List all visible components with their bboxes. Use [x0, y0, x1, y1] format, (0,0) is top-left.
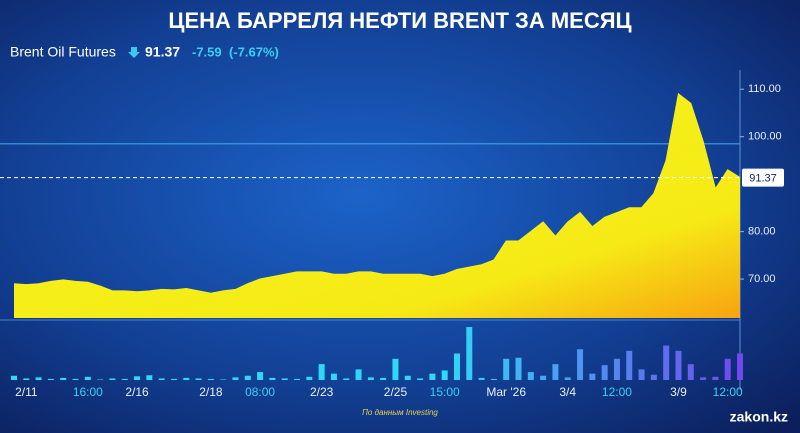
x-tick-label: 3/4 [559, 385, 576, 399]
x-tick-label: 08:00 [245, 385, 275, 399]
volume-bar [109, 378, 116, 380]
volume-bar [318, 364, 325, 380]
x-tick-label: 12:00 [602, 385, 632, 399]
volume-bar [638, 369, 645, 380]
volume-bar [134, 376, 141, 380]
volume-bar [737, 353, 743, 380]
volume-bar [195, 378, 202, 380]
volume-bar [675, 350, 682, 380]
volume-bar [146, 375, 153, 380]
volume-bar [23, 378, 30, 380]
volume-bar [577, 349, 584, 380]
down-arrow [128, 47, 140, 58]
instrument: Brent Oil Futures [10, 44, 116, 60]
volume-bar [417, 378, 424, 380]
y-tick-label: 70.00 [748, 273, 776, 285]
x-tick-label: 2/23 [310, 385, 334, 399]
volume-bar [121, 378, 128, 380]
area [14, 93, 740, 318]
y-tick-label: 110.00 [748, 83, 781, 95]
volume-bar [650, 374, 657, 380]
volume-bar [724, 358, 731, 380]
price: 91.37 [145, 44, 180, 60]
x-tick-label: 15:00 [430, 385, 460, 399]
volume-bar [269, 377, 276, 380]
volume-bar [687, 364, 694, 380]
volume-bar [294, 378, 301, 380]
volume-bar [306, 376, 313, 380]
volume-bar [47, 378, 54, 380]
x-tick-label: 3/9 [670, 385, 687, 399]
last-price-label: 91.37 [749, 173, 777, 185]
volume-bar [281, 378, 288, 380]
volume-bar [429, 373, 436, 380]
brand: zakon.kz [730, 409, 788, 425]
volume-bar [712, 376, 719, 380]
volume-bar [503, 358, 510, 380]
x-tick-label: 2/25 [384, 385, 408, 399]
volume-bar [158, 378, 165, 380]
volume-bar [170, 378, 177, 380]
volume-bar [220, 379, 227, 380]
change-percent: (-7.67%) [229, 44, 279, 59]
volume-bar [441, 370, 448, 380]
volume-bar [232, 377, 239, 380]
x-tick-label: 2/16 [125, 385, 149, 399]
x-tick-label: 2/11 [15, 385, 38, 399]
volume-bar [700, 377, 707, 380]
volume-bar [453, 353, 460, 380]
source: По данным Investing [362, 408, 438, 417]
y-tick-label: 100.00 [748, 131, 782, 143]
change: -7.59 [192, 44, 222, 59]
volume-bar [367, 377, 374, 380]
volume-bar [60, 377, 67, 380]
volume-bar [343, 378, 350, 380]
volume-bar [515, 357, 522, 380]
volume-bar [207, 378, 214, 380]
volume-bar [244, 375, 251, 380]
volume-bar [355, 369, 362, 380]
volume-bar [564, 377, 571, 380]
volume-bar [35, 377, 42, 380]
volume-bar [478, 377, 485, 380]
volume-bar [490, 378, 497, 380]
volume-bar [330, 373, 337, 380]
volume-bar [466, 327, 473, 380]
x-tick-label: 2/18 [199, 385, 223, 399]
x-tick-label: 16:00 [73, 385, 103, 399]
volume-bar [601, 365, 608, 380]
y-tick-label: 80.00 [748, 226, 776, 238]
volume-bar [380, 377, 387, 380]
x-tick-label: 12:00 [713, 385, 743, 399]
volume-bar [11, 375, 17, 380]
volume-bar [540, 375, 547, 380]
volume-bar [589, 373, 596, 380]
volume-bar [72, 378, 79, 380]
x-tick-label: Mar '26 [486, 385, 526, 399]
last-price-box [742, 168, 784, 187]
volume-bar [552, 364, 559, 380]
volume-bar [527, 372, 534, 380]
volume-bar [183, 377, 190, 380]
title: ЦЕНА БАРРЕЛЯ НЕФТИ BRENT ЗА МЕСЯЦ [168, 8, 631, 33]
line [13, 92, 741, 294]
volume-bar [257, 372, 264, 380]
volume-bar [404, 375, 411, 380]
volume-bar [626, 350, 633, 380]
volume-bar [392, 358, 399, 380]
volume-bar [97, 379, 104, 380]
volume-bar [663, 345, 670, 380]
volume-bar [84, 376, 91, 380]
volume-bar [613, 358, 620, 380]
